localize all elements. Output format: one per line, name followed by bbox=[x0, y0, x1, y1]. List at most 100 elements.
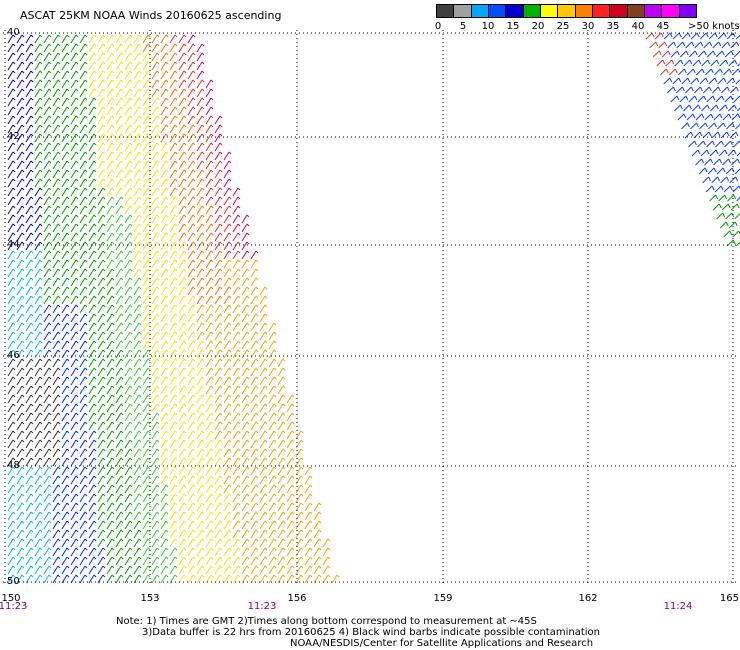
wind-barb bbox=[223, 403, 232, 413]
wind-barb bbox=[97, 511, 106, 521]
wind-barb bbox=[34, 286, 43, 296]
wind-barb bbox=[241, 286, 250, 296]
wind-barb bbox=[16, 331, 25, 341]
wind-barb bbox=[223, 151, 232, 161]
wind-barb bbox=[88, 376, 97, 386]
wind-barb bbox=[169, 511, 178, 521]
wind-barb bbox=[304, 493, 313, 503]
wind-barb bbox=[61, 97, 70, 107]
wind-barb bbox=[304, 502, 313, 512]
wind-barb bbox=[7, 493, 16, 503]
wind-barb bbox=[690, 77, 700, 85]
wind-barb bbox=[43, 304, 52, 314]
wind-barb bbox=[61, 169, 70, 179]
wind-barb bbox=[97, 295, 106, 305]
wind-barb bbox=[160, 178, 169, 188]
wind-barb bbox=[214, 511, 223, 521]
wind-barb bbox=[151, 178, 160, 188]
wind-barb bbox=[115, 565, 124, 575]
wind-barb bbox=[674, 59, 684, 67]
wind-barb bbox=[61, 187, 70, 197]
wind-barb bbox=[43, 115, 52, 125]
wind-barb bbox=[187, 151, 196, 161]
wind-barb bbox=[214, 475, 223, 485]
wind-barb bbox=[142, 34, 151, 44]
wind-barb bbox=[7, 187, 16, 197]
wind-barb bbox=[61, 574, 70, 584]
wind-barb bbox=[52, 493, 61, 503]
wind-barb bbox=[683, 59, 693, 67]
wind-barb bbox=[151, 349, 160, 359]
wind-barb bbox=[196, 241, 205, 251]
wind-barb bbox=[690, 32, 700, 40]
wind-barb bbox=[79, 70, 88, 80]
wind-barb bbox=[718, 194, 728, 202]
wind-barb bbox=[115, 106, 124, 116]
wind-barb bbox=[250, 538, 259, 548]
wind-barb bbox=[124, 556, 133, 566]
wind-barb bbox=[52, 43, 61, 53]
wind-barb bbox=[223, 304, 232, 314]
wind-barb bbox=[88, 349, 97, 359]
wind-barb bbox=[232, 223, 241, 233]
wind-barb bbox=[205, 187, 214, 197]
wind-barb bbox=[719, 104, 728, 112]
wind-barb bbox=[7, 106, 16, 116]
wind-barb bbox=[223, 421, 232, 431]
wind-barb bbox=[115, 142, 124, 152]
wind-barb bbox=[268, 484, 277, 494]
wind-barb bbox=[61, 61, 70, 71]
wind-barb bbox=[133, 340, 142, 350]
wind-barb bbox=[88, 250, 97, 260]
wind-barb bbox=[142, 529, 151, 539]
wind-barb bbox=[214, 358, 223, 368]
wind-barb bbox=[79, 538, 88, 548]
wind-barb bbox=[43, 403, 52, 413]
wind-barb bbox=[16, 286, 25, 296]
wind-barb bbox=[178, 52, 187, 62]
wind-barb bbox=[7, 169, 16, 179]
wind-barb bbox=[699, 122, 708, 130]
legend-tick-label: 5 bbox=[459, 21, 467, 32]
wind-barb bbox=[259, 439, 268, 449]
wind-barb bbox=[259, 466, 268, 476]
wind-barb bbox=[61, 529, 70, 539]
wind-barb bbox=[205, 565, 214, 575]
wind-barb bbox=[250, 277, 259, 287]
wind-barb bbox=[295, 430, 304, 440]
wind-barb bbox=[25, 457, 34, 467]
wind-barb bbox=[106, 43, 115, 53]
wind-barb bbox=[698, 167, 708, 175]
wind-barb bbox=[43, 574, 52, 584]
wind-barb bbox=[241, 475, 250, 485]
wind-barb bbox=[25, 259, 34, 269]
wind-barb bbox=[178, 124, 187, 134]
wind-barb bbox=[61, 133, 70, 143]
wind-barb bbox=[187, 403, 196, 413]
wind-barb bbox=[196, 529, 205, 539]
wind-barb bbox=[61, 70, 70, 80]
wind-barb bbox=[702, 131, 712, 139]
wind-barb bbox=[106, 367, 115, 377]
wind-barb bbox=[34, 205, 43, 215]
wind-barb bbox=[214, 556, 223, 566]
wind-barb bbox=[52, 88, 61, 98]
wind-barb bbox=[70, 178, 79, 188]
wind-barb bbox=[286, 511, 295, 521]
wind-barb bbox=[178, 313, 187, 323]
wind-barb bbox=[178, 115, 187, 125]
wind-barb bbox=[124, 313, 133, 323]
wind-barb bbox=[25, 502, 34, 512]
wind-barb bbox=[70, 340, 79, 350]
wind-barb bbox=[79, 169, 88, 179]
wind-barb bbox=[52, 178, 61, 188]
wind-barb bbox=[223, 277, 232, 287]
wind-barb bbox=[7, 88, 16, 98]
wind-barb bbox=[733, 140, 740, 148]
wind-barb bbox=[34, 151, 43, 161]
wind-barb bbox=[70, 511, 79, 521]
wind-barb bbox=[61, 88, 70, 98]
wind-barb bbox=[25, 466, 34, 476]
wind-barb bbox=[727, 194, 737, 202]
note-line-2: 3)Data buffer is 22 hrs from 20160625 4)… bbox=[142, 627, 600, 638]
